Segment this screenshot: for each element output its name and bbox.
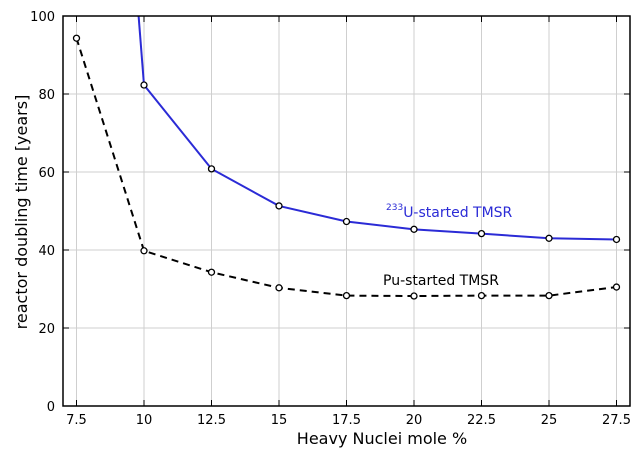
x-tick-label: 17.5 [332, 413, 361, 428]
x-tick-label: 27.5 [602, 413, 631, 428]
data-point-pu [207, 268, 216, 276]
data-point-u233 [410, 225, 418, 233]
series-line-pu [75, 37, 617, 298]
x-axis-title: Heavy Nuclei mole % [297, 429, 467, 448]
data-point-pu [410, 292, 418, 300]
data-point-u233 [612, 235, 621, 244]
x-tick-label: 22.5 [467, 413, 496, 428]
series-layer [72, 15, 621, 300]
y-tick-label: 0 [47, 400, 55, 415]
y-tick-label: 40 [38, 244, 55, 259]
data-point-pu [612, 283, 621, 291]
x-tick-label: 10 [136, 413, 153, 428]
series-label-superscript: 233 [386, 203, 403, 213]
data-point-pu [342, 291, 351, 300]
y-tick-label: 100 [30, 10, 55, 25]
y-tick-label: 60 [38, 166, 55, 181]
series-label-pu: Pu-started TMSR [383, 273, 499, 289]
x-tick-label: 12.5 [197, 413, 226, 428]
x-tick-label: 7.5 [66, 413, 87, 428]
data-point-u233 [207, 165, 216, 173]
x-tick-label: 20 [406, 413, 423, 428]
data-point-pu [140, 247, 148, 255]
data-point-u233 [477, 229, 486, 238]
data-point-u233 [140, 81, 148, 89]
axis-ticks: 7.5 10 12.5 15 17.5 20 22.5 25 27.5 0 20 40 60 80 100 [30, 10, 631, 428]
y-axis-title: reactor doubling time [years] [12, 95, 31, 330]
data-point-pu [545, 291, 553, 300]
y-tick-label: 80 [38, 88, 55, 103]
data-point-pu [275, 284, 283, 292]
series-label-u233: 233U-started TMSR [386, 203, 513, 221]
grid [63, 16, 630, 406]
series-line-u233-branch [137, 15, 145, 86]
data-point-pu [72, 34, 81, 42]
data-point-u233 [275, 202, 283, 210]
y-tick-label: 20 [38, 322, 55, 337]
data-point-pu [477, 291, 486, 300]
series-label-text: U-started TMSR [403, 205, 512, 221]
series-line-u233 [143, 84, 617, 241]
data-point-u233 [545, 234, 553, 242]
x-tick-label: 25 [541, 413, 558, 428]
data-point-u233 [342, 217, 351, 226]
x-tick-label: 15 [271, 413, 288, 428]
